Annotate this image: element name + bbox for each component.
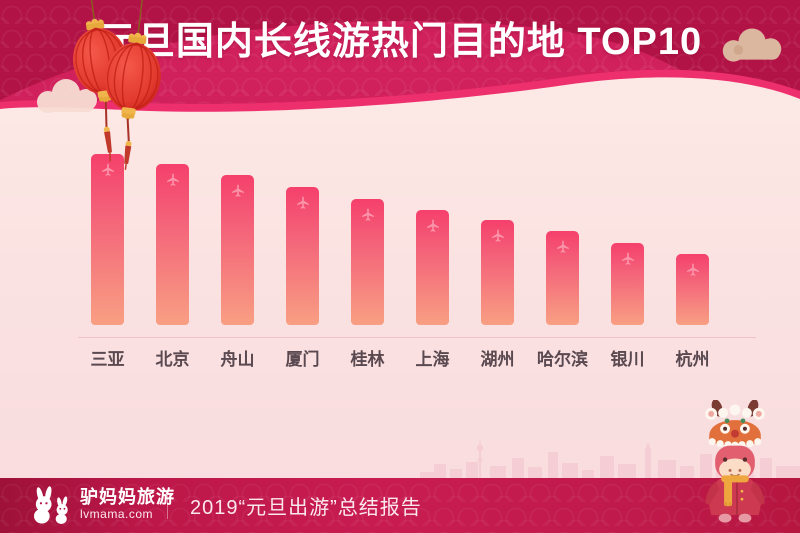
bar-label: 杭州 (675, 350, 710, 369)
mascot-face (715, 445, 755, 481)
report-label: 2019“元旦出游”总结报告 (190, 497, 422, 519)
page-title: 元旦国内长线游热门目的地 TOP10 (97, 21, 703, 63)
lion-hat (705, 404, 765, 449)
brand-logo-icon (34, 486, 68, 524)
brand-text: 驴妈妈旅游 lvmama.com (80, 487, 175, 522)
airplane-icon (621, 252, 634, 265)
airplane-icon (491, 229, 504, 242)
bar (91, 154, 124, 325)
brand-domain: lvmama.com (80, 507, 154, 521)
bar-label: 银川 (610, 350, 645, 369)
bar (286, 187, 319, 325)
footer-divider (167, 493, 168, 519)
airplane-icon (166, 173, 179, 186)
chart-baseline (78, 337, 756, 338)
bar-label: 上海 (415, 350, 450, 369)
bar (676, 254, 709, 325)
brand-name: 驴妈妈旅游 (80, 487, 175, 507)
bar-label: 厦门 (285, 350, 320, 369)
bar-label: 舟山 (220, 350, 255, 369)
bar (351, 199, 384, 325)
lanterns-icon (73, 0, 161, 170)
airplane-icon (296, 196, 309, 209)
bar (156, 164, 189, 325)
bar (221, 175, 254, 325)
cloud-right-icon (722, 28, 782, 62)
bar-label: 北京 (155, 350, 190, 369)
airplane-icon (231, 184, 244, 197)
category-labels: 三亚 北京 舟山 厦门 桂林 上海 湖州 哈尔滨 银川 杭州 (90, 345, 710, 370)
lantern-2 (104, 0, 161, 170)
mascot-body (705, 475, 765, 516)
bar (481, 220, 514, 325)
airplane-icon (426, 219, 439, 232)
bar-label: 三亚 (90, 350, 125, 369)
airplane-icon (686, 263, 699, 276)
bar-label: 哈尔滨 (537, 350, 588, 369)
bar (611, 243, 644, 325)
bar-label: 桂林 (350, 350, 385, 369)
airplane-icon (361, 208, 374, 221)
city-skyline-icon (420, 438, 800, 478)
bar-chart (91, 150, 709, 325)
footer-band: 驴妈妈旅游 lvmama.com 2019“元旦出游”总结报告 (0, 478, 800, 533)
bar-label: 湖州 (480, 350, 515, 369)
airplane-icon (101, 163, 114, 176)
mascot-donkey-icon (705, 400, 765, 523)
bar (546, 231, 579, 325)
airplane-icon (556, 240, 569, 253)
bar (416, 210, 449, 325)
cloud-left-icon (37, 79, 97, 113)
